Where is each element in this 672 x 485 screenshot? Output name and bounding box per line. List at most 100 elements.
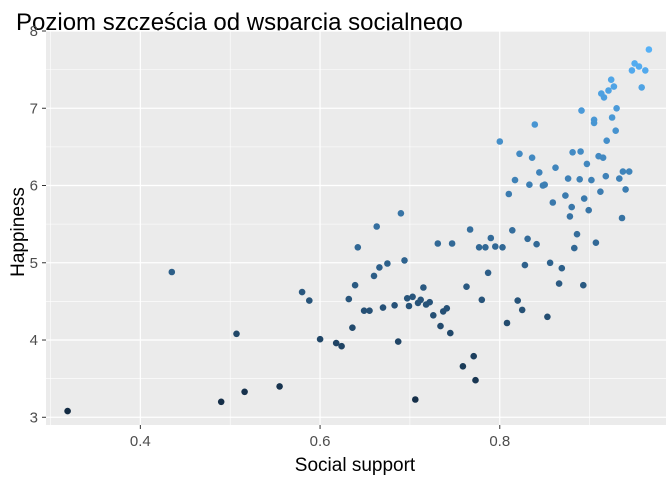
data-point <box>492 243 499 250</box>
data-point <box>600 94 608 101</box>
y-tick-label: 7 <box>30 100 38 117</box>
data-point <box>470 352 478 360</box>
y-tick-label: 8 <box>30 23 38 40</box>
data-point <box>217 398 225 406</box>
data-point <box>562 192 569 199</box>
data-point <box>599 154 607 161</box>
data-point <box>569 149 576 156</box>
data-point <box>482 244 489 251</box>
data-point <box>478 296 486 304</box>
grid-lines <box>46 30 666 425</box>
data-point <box>403 295 411 302</box>
data-point <box>588 176 595 184</box>
data-point <box>499 244 506 251</box>
data-point <box>613 105 620 112</box>
data-point <box>332 339 340 347</box>
data-point <box>566 213 574 220</box>
data-point <box>384 260 391 267</box>
data-point <box>546 259 554 267</box>
data-point <box>484 269 492 277</box>
data-point <box>391 302 398 309</box>
data-point <box>516 150 523 158</box>
data-point <box>511 176 519 184</box>
data-point <box>417 296 425 304</box>
data-point <box>241 388 248 396</box>
data-point <box>509 227 516 234</box>
data-point <box>573 230 581 238</box>
data-point <box>405 302 413 310</box>
data-point <box>622 186 629 193</box>
data-point <box>585 206 592 214</box>
data-point <box>635 63 643 70</box>
data-point <box>338 342 345 350</box>
data-point <box>472 376 479 384</box>
data-point <box>316 335 324 343</box>
data-point <box>306 297 313 304</box>
data-point <box>437 322 444 330</box>
y-axis-ticks: 3 4 5 6 7 8 <box>30 23 46 426</box>
data-point <box>628 67 636 74</box>
data-point <box>608 114 616 121</box>
data-point <box>463 283 470 291</box>
data-point <box>373 223 381 230</box>
x-tick-label: 0.8 <box>489 433 510 450</box>
data-point <box>555 280 563 287</box>
x-tick-label: 0.4 <box>130 433 151 450</box>
data-point <box>447 329 454 337</box>
data-point <box>592 239 600 246</box>
data-point <box>618 214 626 222</box>
data-point <box>616 175 623 182</box>
data-point <box>496 138 504 145</box>
data-point <box>578 107 585 114</box>
data-point <box>552 164 559 171</box>
data-point <box>603 137 610 144</box>
data-point <box>549 199 557 206</box>
data-point <box>580 195 588 202</box>
data-point <box>379 304 387 311</box>
data-point <box>526 181 533 188</box>
data-point <box>568 203 575 211</box>
data-point <box>514 297 521 304</box>
data-point <box>459 363 467 370</box>
data-point <box>638 84 645 91</box>
data-point <box>503 319 511 327</box>
data-point <box>576 176 583 183</box>
data-point <box>602 172 610 180</box>
data-point <box>168 268 176 276</box>
data-point <box>583 160 591 168</box>
x-axis-ticks: 0.4 0.6 0.8 <box>130 425 510 450</box>
data-point <box>443 305 451 312</box>
data-point <box>394 338 402 345</box>
data-point <box>233 330 240 338</box>
data-point <box>590 119 598 127</box>
y-tick-label: 4 <box>30 332 38 349</box>
x-axis-title: Social support <box>295 455 416 476</box>
data-point <box>605 87 612 94</box>
data-point <box>397 210 405 217</box>
data-point <box>533 240 540 248</box>
plot-panel <box>46 31 666 425</box>
data-point <box>541 181 548 188</box>
data-point <box>64 407 71 415</box>
data-points <box>64 46 653 415</box>
data-point <box>430 312 437 319</box>
data-point <box>607 76 615 83</box>
data-point <box>642 67 649 74</box>
data-point <box>360 307 368 315</box>
data-point <box>409 293 416 301</box>
data-point <box>426 298 434 306</box>
data-point <box>564 175 572 182</box>
data-point <box>612 127 619 134</box>
data-point <box>524 235 531 243</box>
data-point <box>577 148 584 155</box>
y-tick-label: 6 <box>30 178 38 195</box>
y-tick-label: 5 <box>30 255 38 272</box>
data-point <box>597 188 604 195</box>
data-point <box>401 257 408 264</box>
data-point <box>366 307 373 315</box>
data-point <box>571 244 578 252</box>
data-point <box>354 244 362 251</box>
data-point <box>544 313 551 321</box>
data-point <box>580 281 587 289</box>
data-point <box>610 83 618 90</box>
